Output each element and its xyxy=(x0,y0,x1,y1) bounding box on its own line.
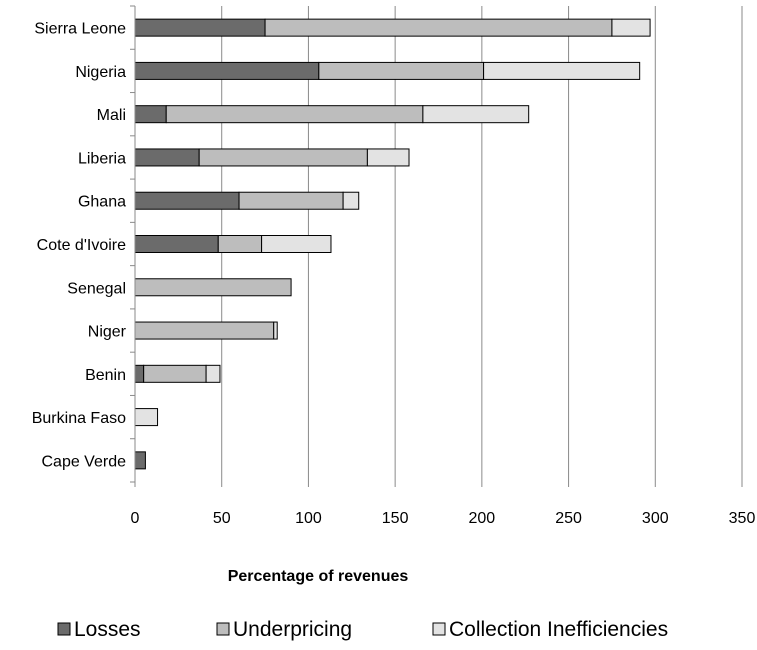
category-label: Mali xyxy=(97,107,126,124)
bar-segment-underpricing xyxy=(134,321,275,340)
category-label: Liberia xyxy=(78,150,126,167)
bars xyxy=(134,18,651,470)
bar-segment-collection-inefficiencies xyxy=(261,235,332,253)
bar-segment-collection-inefficiencies xyxy=(342,191,360,210)
bar-segment-collection-inefficiencies xyxy=(366,148,410,167)
bar-segment-collection-inefficiencies xyxy=(273,321,278,340)
bar-segment-collection-inefficiencies xyxy=(422,105,530,124)
bar-segment-underpricing xyxy=(165,105,424,124)
bar-segment-underpricing xyxy=(264,18,613,37)
legend-label: Losses xyxy=(74,618,141,641)
legend-label: Collection Inefficiencies xyxy=(449,618,668,641)
bar-segment-losses xyxy=(134,451,146,470)
category-label: Cote d'Ivoire xyxy=(37,237,126,254)
bar-segment-underpricing xyxy=(134,278,292,297)
bar-segment-collection-inefficiencies xyxy=(134,408,159,427)
x-axis-title: Percentage of revenues xyxy=(228,568,409,585)
bar-segment-underpricing xyxy=(318,61,485,80)
x-tick-label: 50 xyxy=(213,510,231,527)
x-tick-label: 200 xyxy=(469,510,496,527)
bar-segment-losses xyxy=(134,148,200,167)
x-tick-label: 100 xyxy=(295,510,322,527)
x-tick-label: 350 xyxy=(729,510,756,527)
category-labels: Sierra Leone Nigeria Mali Liberia Ghana Cote … xyxy=(32,21,127,471)
x-tick-label: 0 xyxy=(131,510,140,527)
bar-segment-losses xyxy=(134,105,167,124)
legend-swatch xyxy=(57,622,71,636)
legend-swatch xyxy=(432,622,446,636)
bar-segment-losses xyxy=(134,61,320,80)
category-label: Nigeria xyxy=(75,64,126,81)
legend: Losses Underpricing Collection Inefficienc… xyxy=(57,618,668,641)
bar-segment-underpricing xyxy=(143,364,207,383)
x-tick-label: 300 xyxy=(642,510,669,527)
category-label: Benin xyxy=(85,367,126,384)
bar-segment-losses xyxy=(134,191,240,210)
axes xyxy=(130,5,743,487)
bar-segment-collection-inefficiencies xyxy=(483,61,641,80)
legend-swatch xyxy=(216,622,230,636)
x-tick-label: 150 xyxy=(382,510,409,527)
bar-segment-losses xyxy=(134,235,219,253)
legend-label: Underpricing xyxy=(233,618,352,641)
category-label: Senegal xyxy=(67,280,126,297)
bar-segment-underpricing xyxy=(198,148,368,167)
category-label: Niger xyxy=(88,324,127,341)
bar-segment-collection-inefficiencies xyxy=(205,364,221,383)
category-label: Sierra Leone xyxy=(34,21,126,38)
bar-segment-collection-inefficiencies xyxy=(611,18,651,37)
gridlines xyxy=(221,6,743,482)
bar-segment-losses xyxy=(134,364,145,383)
bar-segment-losses xyxy=(134,18,266,37)
tick-labels: 0 50 100 150 200 250 300 350 xyxy=(131,510,756,527)
x-tick-label: 250 xyxy=(555,510,582,527)
bar-segment-underpricing xyxy=(217,235,263,253)
category-label: Ghana xyxy=(78,194,126,211)
category-label: Burkina Faso xyxy=(32,410,126,427)
category-label: Cape Verde xyxy=(41,453,126,470)
bar-segment-underpricing xyxy=(238,191,344,210)
